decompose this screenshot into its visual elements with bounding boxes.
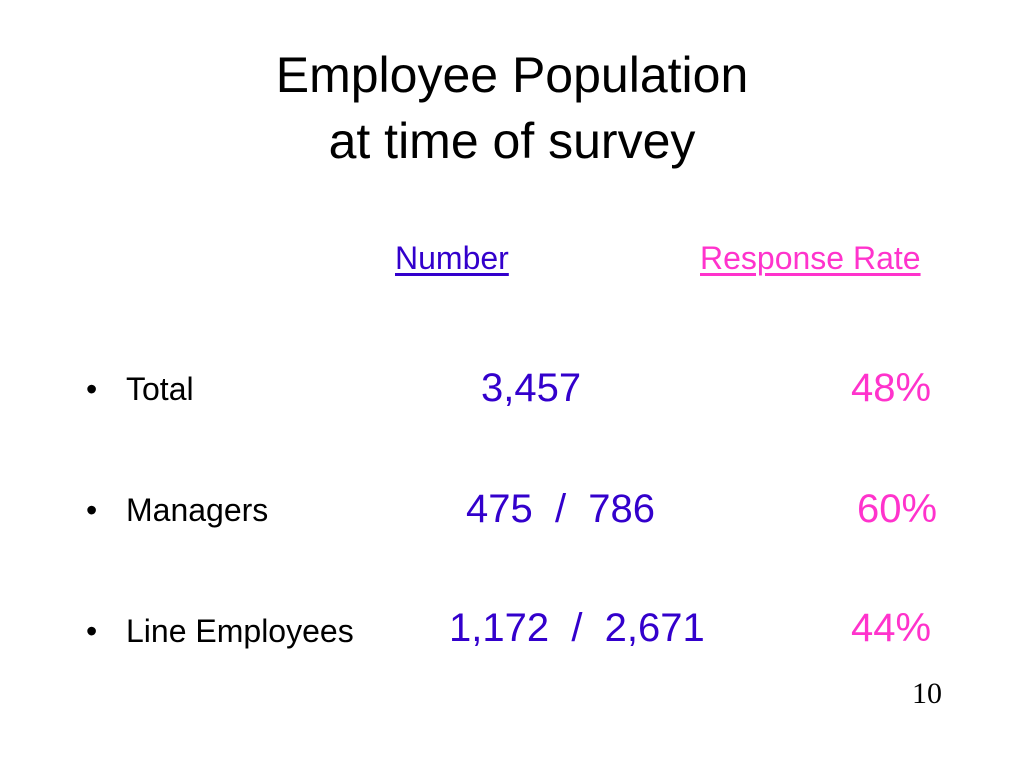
row-number-total: 3,457	[481, 366, 582, 410]
row-label-text: Managers	[126, 492, 269, 528]
row-label-text: Line Employees	[126, 613, 354, 649]
title-line-2: at time of survey	[328, 113, 696, 169]
row-label-line-employees: • Line Employees	[86, 611, 354, 651]
row-number-managers: 475 / 786	[466, 487, 656, 531]
page-number: 10	[912, 677, 942, 710]
response-rate-column-header: Response Rate	[700, 240, 921, 276]
slide-title: Employee Population at time of survey	[0, 42, 1024, 174]
row-label-text: Total	[126, 371, 194, 407]
bullet-icon: •	[86, 492, 98, 528]
row-label-total: • Total	[86, 369, 194, 409]
bullet-icon: •	[86, 613, 98, 649]
title-line-1: Employee Population	[275, 47, 749, 103]
bullet-icon: •	[86, 371, 98, 407]
row-rate-total: 48%	[851, 366, 932, 410]
row-rate-managers: 60%	[857, 487, 938, 531]
row-label-managers: • Managers	[86, 490, 268, 530]
number-column-header: Number	[395, 240, 509, 276]
row-number-line-employees: 1,172 / 2,671	[449, 606, 705, 650]
row-rate-line-employees: 44%	[851, 606, 932, 650]
